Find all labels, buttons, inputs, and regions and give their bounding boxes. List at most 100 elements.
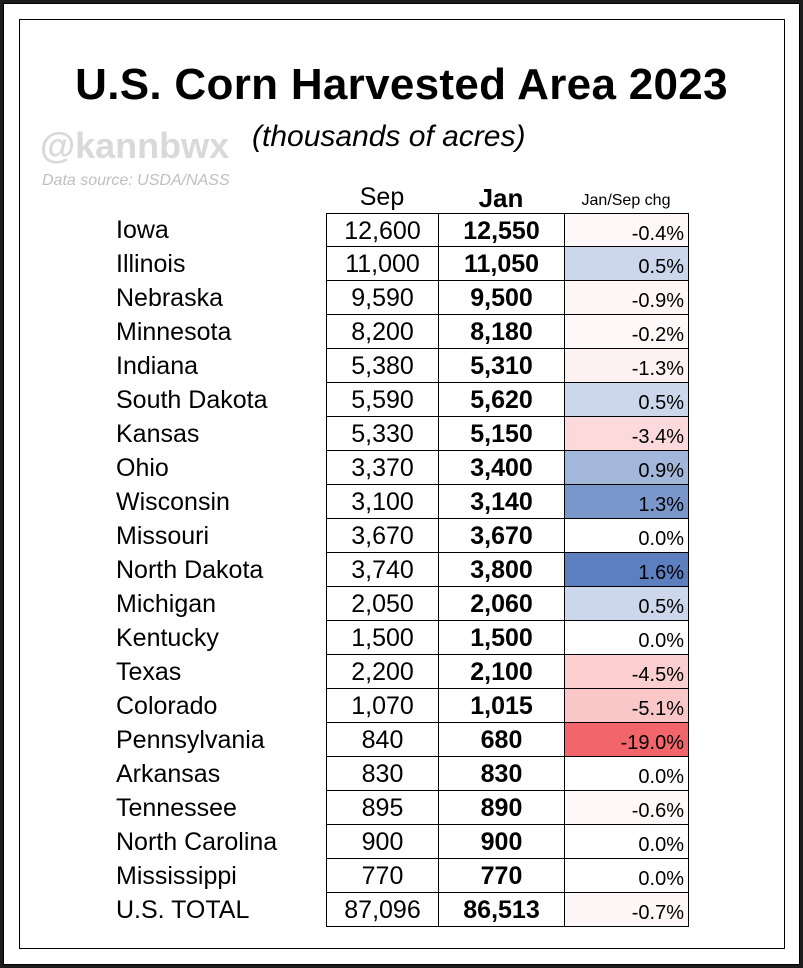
change-value: 0.5% <box>564 247 689 281</box>
table-row: North Dakota 3,740 3,800 1.6% <box>0 553 803 587</box>
change-value: -1.3% <box>564 349 689 383</box>
sep-value: 11,000 <box>326 247 438 281</box>
table-row: Wisconsin 3,100 3,140 1.3% <box>0 485 803 519</box>
sep-value: 3,670 <box>326 519 438 553</box>
state-label: Kansas <box>116 420 200 448</box>
table-row: Nebraska 9,590 9,500 -0.9% <box>0 281 803 315</box>
change-value: -3.4% <box>564 417 689 451</box>
table-row: Mississippi 770 770 0.0% <box>0 859 803 893</box>
table-row: Tennessee 895 890 -0.6% <box>0 791 803 825</box>
state-label: Michigan <box>116 590 217 618</box>
jan-value: 830 <box>438 757 564 791</box>
state-label: North Carolina <box>116 828 278 856</box>
change-value: -0.2% <box>564 315 689 349</box>
sep-value: 2,200 <box>326 655 438 689</box>
sep-value: 1,500 <box>326 621 438 655</box>
table-row: North Carolina 900 900 0.0% <box>0 825 803 859</box>
state-label: Missouri <box>116 522 210 550</box>
table-row: Colorado 1,070 1,015 -5.1% <box>0 689 803 723</box>
state-label: South Dakota <box>116 386 268 414</box>
chart-title: U.S. Corn Harvested Area 2023 <box>75 60 728 109</box>
jan-value: 3,400 <box>438 451 564 485</box>
change-value: 0.5% <box>564 587 689 621</box>
jan-value: 900 <box>438 825 564 859</box>
table-row: Minnesota 8,200 8,180 -0.2% <box>0 315 803 349</box>
sep-value: 5,330 <box>326 417 438 451</box>
jan-value: 1,500 <box>438 621 564 655</box>
state-label: Indiana <box>116 352 199 380</box>
table-row: Michigan 2,050 2,060 0.5% <box>0 587 803 621</box>
data-source: Data source: USDA/NASS <box>42 172 230 189</box>
change-value: 0.0% <box>564 519 689 553</box>
change-value: -0.7% <box>564 893 689 927</box>
sep-value: 900 <box>326 825 438 859</box>
state-label: Wisconsin <box>116 488 230 516</box>
change-value: 0.0% <box>564 621 689 655</box>
state-label: North Dakota <box>116 556 264 584</box>
sep-value: 840 <box>326 723 438 757</box>
chart-subtitle: (thousands of acres) <box>252 120 526 153</box>
table-row: Iowa 12,600 12,550 -0.4% <box>0 213 803 247</box>
jan-value: 770 <box>438 859 564 893</box>
change-value: -4.5% <box>564 655 689 689</box>
sep-value: 8,200 <box>326 315 438 349</box>
change-value: -5.1% <box>564 689 689 723</box>
jan-value: 5,310 <box>438 349 564 383</box>
sep-value: 12,600 <box>326 213 438 247</box>
change-value: 0.0% <box>564 757 689 791</box>
change-value: 0.0% <box>564 825 689 859</box>
jan-value: 3,800 <box>438 553 564 587</box>
table-row: Texas 2,200 2,100 -4.5% <box>0 655 803 689</box>
sep-value: 3,100 <box>326 485 438 519</box>
jan-value: 3,670 <box>438 519 564 553</box>
table-row: Kentucky 1,500 1,500 0.0% <box>0 621 803 655</box>
state-label: Colorado <box>116 692 218 720</box>
state-label: Nebraska <box>116 284 223 312</box>
jan-value: 5,150 <box>438 417 564 451</box>
jan-value: 2,100 <box>438 655 564 689</box>
state-label: U.S. TOTAL <box>116 896 250 924</box>
state-label: Tennessee <box>116 794 237 822</box>
table-row: Illinois 11,000 11,050 0.5% <box>0 247 803 281</box>
table-row: U.S. TOTAL 87,096 86,513 -0.7% <box>0 893 803 927</box>
change-value: 1.3% <box>564 485 689 519</box>
jan-value: 8,180 <box>438 315 564 349</box>
state-label: Illinois <box>116 250 186 278</box>
change-value: -19.0% <box>564 723 689 757</box>
state-label: Mississippi <box>116 862 237 890</box>
column-header-change: Jan/Sep chg <box>581 192 671 209</box>
jan-value: 86,513 <box>438 893 564 927</box>
sep-value: 3,740 <box>326 553 438 587</box>
sep-value: 895 <box>326 791 438 825</box>
jan-value: 5,620 <box>438 383 564 417</box>
state-label: Ohio <box>116 454 169 482</box>
chart-card <box>19 19 785 949</box>
sep-value: 2,050 <box>326 587 438 621</box>
sep-value: 770 <box>326 859 438 893</box>
state-label: Texas <box>116 658 182 686</box>
state-label: Pennsylvania <box>116 726 265 754</box>
sep-value: 3,370 <box>326 451 438 485</box>
jan-value: 3,140 <box>438 485 564 519</box>
change-value: 0.5% <box>564 383 689 417</box>
table-row: Missouri 3,670 3,670 0.0% <box>0 519 803 553</box>
sep-value: 5,590 <box>326 383 438 417</box>
change-value: -0.6% <box>564 791 689 825</box>
sep-value: 9,590 <box>326 281 438 315</box>
jan-value: 11,050 <box>438 247 564 281</box>
change-value: 0.0% <box>564 859 689 893</box>
jan-value: 2,060 <box>438 587 564 621</box>
table-row: Indiana 5,380 5,310 -1.3% <box>0 349 803 383</box>
sep-value: 5,380 <box>326 349 438 383</box>
change-value: -0.4% <box>564 213 689 247</box>
change-value: 0.9% <box>564 451 689 485</box>
state-label: Kentucky <box>116 624 219 652</box>
column-header-jan: Jan <box>478 183 524 213</box>
jan-value: 1,015 <box>438 689 564 723</box>
jan-value: 680 <box>438 723 564 757</box>
table-row: Arkansas 830 830 0.0% <box>0 757 803 791</box>
table-row: South Dakota 5,590 5,620 0.5% <box>0 383 803 417</box>
change-value: 1.6% <box>564 553 689 587</box>
table-row: Pennsylvania 840 680 -19.0% <box>0 723 803 757</box>
jan-value: 890 <box>438 791 564 825</box>
